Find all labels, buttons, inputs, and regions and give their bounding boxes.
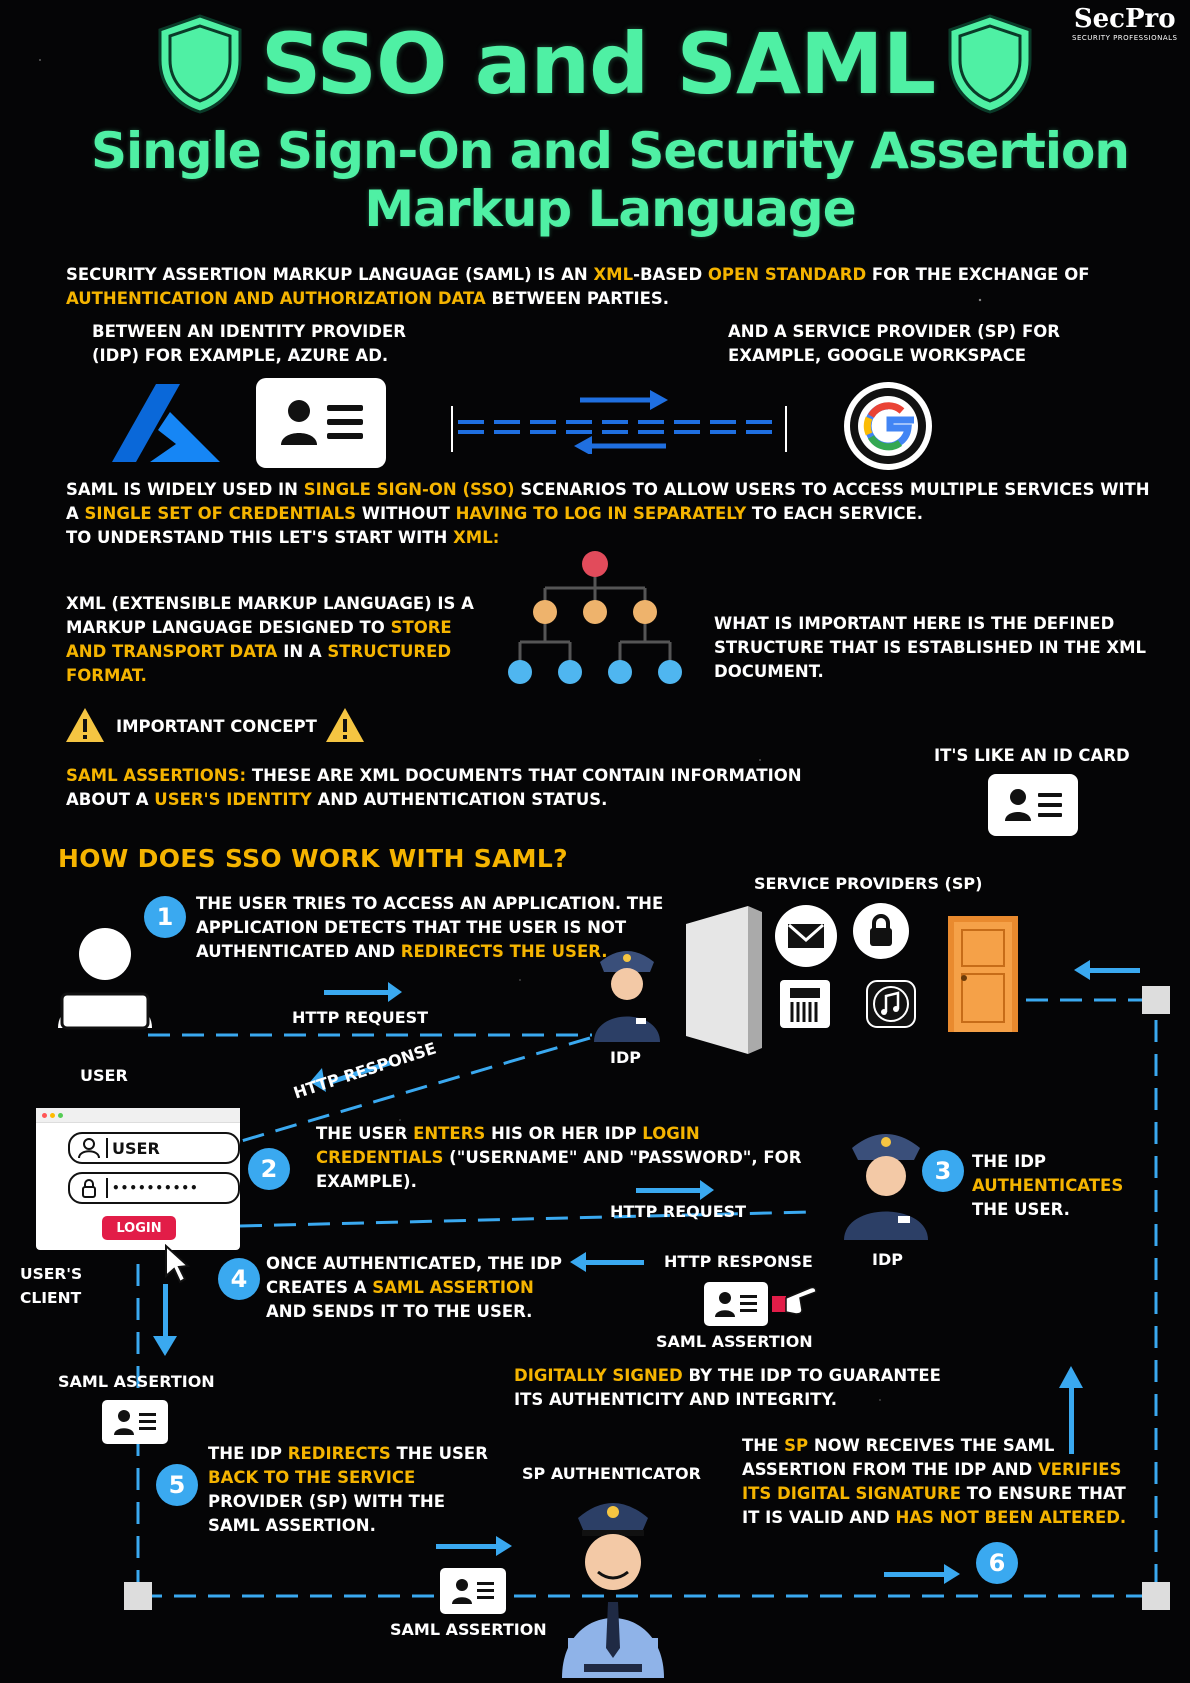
users-client-label: USER'S CLIENT xyxy=(20,1265,83,1307)
user-label: USER xyxy=(80,1066,128,1085)
saml-assertion-icon xyxy=(102,1400,168,1444)
http-response-2-label: HTTP RESPONSE xyxy=(664,1252,813,1271)
intro-text: Security Assertion Markup Language (SAML… xyxy=(66,265,1090,308)
idp-description: Between an Identity Provider (IdP) for e… xyxy=(92,322,406,365)
azure-logo-icon xyxy=(112,384,220,462)
password-value: •••••••••• xyxy=(112,1181,199,1195)
step-6-number: 6 xyxy=(976,1542,1018,1584)
user-icon xyxy=(78,1138,100,1159)
id-card-icon xyxy=(988,774,1078,836)
subtitle-line-1: Single Sign-On and Security Assertion xyxy=(91,122,1130,180)
login-button[interactable]: LOGIN xyxy=(102,1216,176,1240)
sp-authenticator-guard-icon xyxy=(562,1503,664,1678)
step-5-text: The IdP redirects the user back to the s… xyxy=(208,1444,488,1535)
step-6-text: The SP now receives the SAML assertion f… xyxy=(742,1436,1127,1527)
lock-icon xyxy=(82,1179,96,1198)
page-title: SSO and SAML xyxy=(260,15,936,113)
broom-app-icon xyxy=(780,980,830,1028)
idp-label: IdP xyxy=(610,1048,641,1067)
sp-authenticator-label: SP AUTHENTICATOR xyxy=(522,1464,701,1483)
step-3-text: The IdP authenticates the user. xyxy=(972,1152,1124,1219)
step-2-number: 2 xyxy=(248,1148,290,1190)
pointing-hand-icon xyxy=(772,1286,817,1315)
music-app-icon xyxy=(866,980,916,1028)
http-request-label: HTTP REQUEST xyxy=(292,1008,429,1027)
saml-assertion-label-b: SAML ASSERTION xyxy=(58,1372,215,1391)
shield-icon xyxy=(158,14,242,114)
warning-icon xyxy=(326,708,364,742)
step-3-number: 3 xyxy=(922,1150,964,1192)
hierarchy-tree-icon xyxy=(508,551,682,684)
saml-assertions-text: SAML Assertions: These are XML documents… xyxy=(66,766,802,809)
subtitle-line-2: Markup Language xyxy=(364,180,856,238)
step-5-number: 5 xyxy=(156,1464,198,1506)
door-icon xyxy=(948,916,1018,1032)
idp-2-label: IdP xyxy=(872,1250,903,1269)
brand-logo: SecPro SECURITY PROFESSIONALS xyxy=(1072,4,1177,42)
step-2-text: The user enters his or her IdP login cre… xyxy=(316,1124,802,1191)
idp-guard-icon xyxy=(594,951,660,1042)
saml-assertion-icon xyxy=(704,1282,768,1326)
login-window: USER •••••••••• LOGIN xyxy=(36,1108,240,1250)
idp-guard-icon xyxy=(844,1134,928,1240)
sp-description: and a Service Provider (SP) for example,… xyxy=(728,322,1060,365)
step-1-text: The user tries to access an application.… xyxy=(196,894,664,961)
id-card-icon xyxy=(256,378,386,468)
xml-text: XML (Extensible Markup Language) is a ma… xyxy=(66,594,474,685)
lock-icon xyxy=(853,903,909,959)
mouse-cursor-icon xyxy=(165,1244,190,1284)
username-field[interactable]: USER xyxy=(68,1132,240,1164)
saml-assertion-label-c: SAML ASSERTION xyxy=(390,1620,547,1639)
brand-name: SecPro xyxy=(1073,4,1176,34)
xml-structure-text: What is important here is the defined st… xyxy=(714,614,1147,681)
id-card-label: It's like an ID card xyxy=(934,746,1130,765)
brand-tagline: SECURITY PROFESSIONALS xyxy=(1072,34,1178,42)
mail-icon xyxy=(775,905,837,967)
saml-assertion-icon xyxy=(440,1568,506,1614)
how-sso-works-heading: HOW DOES SSO WORK WITH SAML? xyxy=(58,844,568,873)
google-logo-icon xyxy=(844,382,932,470)
password-field[interactable]: •••••••••• xyxy=(68,1172,240,1204)
user-at-laptop-icon xyxy=(58,928,152,1030)
username-value: USER xyxy=(112,1138,160,1158)
exchange-arrows-icon xyxy=(451,390,787,454)
page-subtitle: Single Sign-On and Security Assertion Ma… xyxy=(60,122,1160,238)
important-concept-label: IMPORTANT CONCEPT xyxy=(116,717,317,736)
step-4-text: Once authenticated, the IdP creates a SA… xyxy=(266,1254,563,1321)
warning-icon xyxy=(66,708,104,742)
wall-icon xyxy=(686,906,762,1054)
service-providers-label: SERVICE PROVIDERS (SP) xyxy=(754,874,983,893)
window-titlebar xyxy=(36,1108,240,1123)
step-1-number: 1 xyxy=(144,896,186,938)
digitally-signed-text: Digitally signed by the IdP to guarantee… xyxy=(514,1366,941,1409)
shield-icon xyxy=(948,14,1032,114)
http-request-2-label: HTTP REQUEST xyxy=(610,1202,747,1221)
sso-text: SAML is widely used in Single Sign-On (S… xyxy=(66,480,1150,547)
step-4-number: 4 xyxy=(218,1258,260,1300)
saml-assertion-label-a: SAML ASSERTION xyxy=(656,1332,813,1351)
